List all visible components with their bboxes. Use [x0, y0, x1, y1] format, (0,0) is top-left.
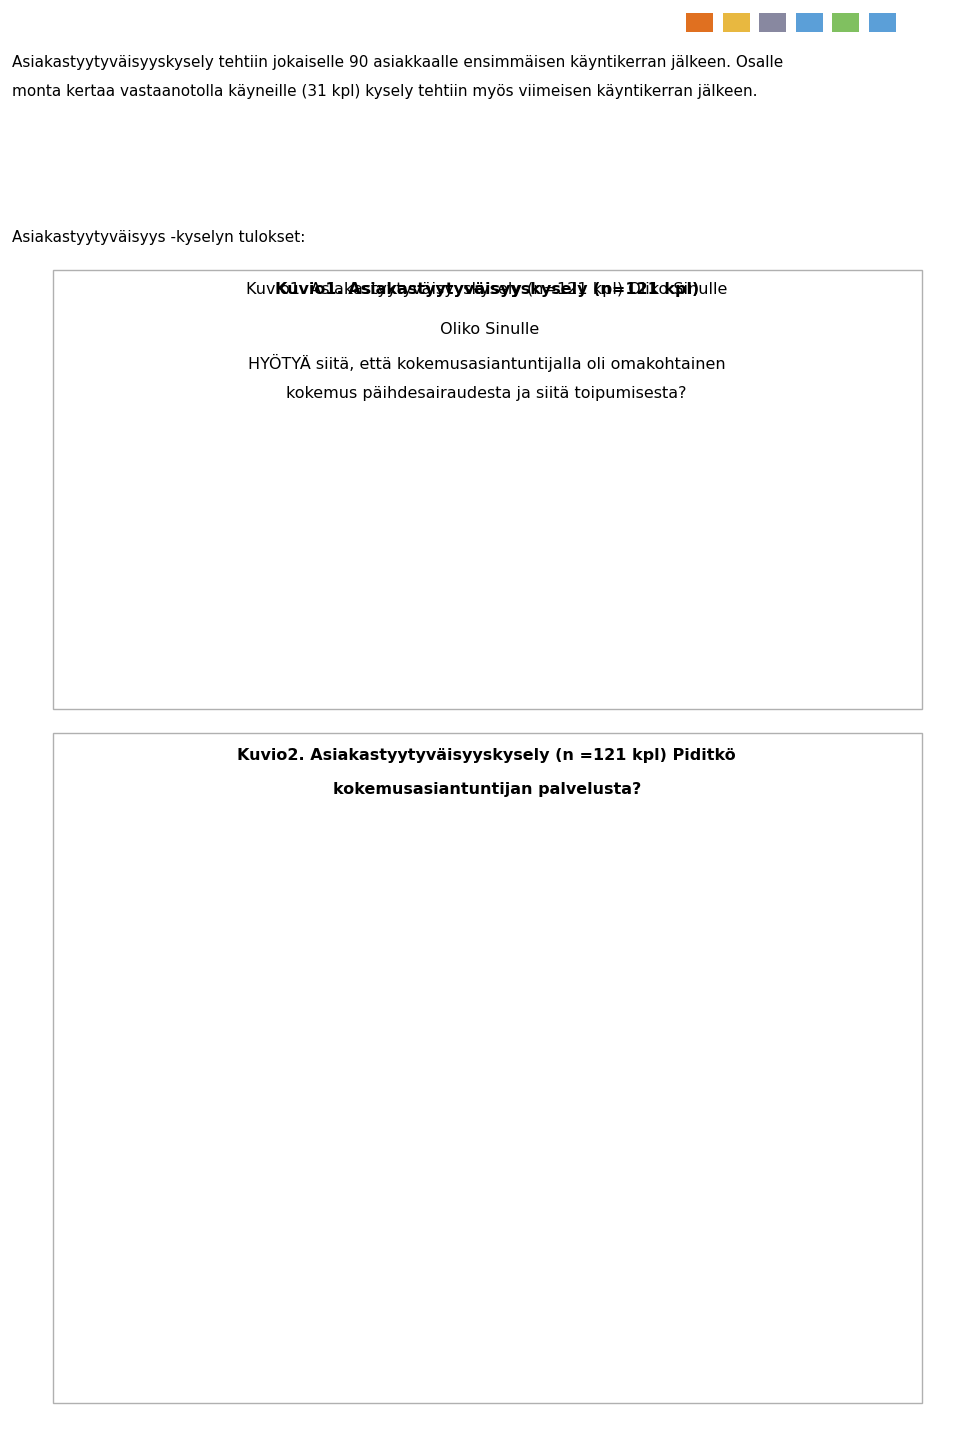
Text: HYÖTYÄ siitä, että kokemusasiantuntijalla oli omakohtainen: HYÖTYÄ siitä, että kokemusasiantuntijall… — [248, 354, 726, 372]
Text: Kuvio2. Asiakastyytyväisyyskysely (n =121 kpl) Piditkö: Kuvio2. Asiakastyytyväisyyskysely (n =12… — [237, 748, 736, 762]
Text: Kuvio1. Asiakastyytyväisyyskysely (n=121 kpl): Kuvio1. Asiakastyytyväisyyskysely (n=121… — [275, 282, 699, 296]
Bar — [141, 516, 240, 654]
Bar — [537, 648, 636, 654]
Text: Kuvio1. Asiakastyytyväisyyskysely (n=121 kpl) Oliko Sinulle: Kuvio1. Asiakastyytyväisyyskysely (n=121… — [246, 282, 728, 296]
Text: 0: 0 — [779, 1322, 789, 1339]
Text: Asiakastyytyväisyyskysely tehtiin jokaiselle 90 asiakkaalle ensimmäisen käyntike: Asiakastyytyväisyyskysely tehtiin jokais… — [12, 55, 783, 69]
Text: 0: 0 — [581, 1322, 591, 1339]
Text: 81: 81 — [180, 497, 201, 515]
Text: 3: 3 — [581, 629, 591, 648]
Text: 0: 0 — [779, 633, 789, 651]
Text: 37: 37 — [377, 571, 398, 590]
Text: kokemusasiantuntijan palvelusta?: kokemusasiantuntijan palvelusta? — [332, 782, 641, 797]
Text: Oliko Sinulle: Oliko Sinulle — [435, 322, 539, 337]
Text: kokemus päihdesairaudesta ja siitä toipumisesta?: kokemus päihdesairaudesta ja siitä toipu… — [286, 386, 687, 401]
Text: monta kertaa vastaanotolla käyneille (31 kpl) kysely tehtiin myös viimeisen käyn: monta kertaa vastaanotolla käyneille (31… — [12, 84, 758, 98]
Text: 70: 70 — [378, 949, 398, 966]
Bar — [339, 970, 438, 1348]
Text: Asiakastyytyväisyys -kyselyn tulokset:: Asiakastyytyväisyys -kyselyn tulokset: — [12, 230, 306, 244]
Bar — [141, 1073, 240, 1348]
Bar — [339, 591, 438, 654]
Text: 51: 51 — [180, 1051, 201, 1069]
